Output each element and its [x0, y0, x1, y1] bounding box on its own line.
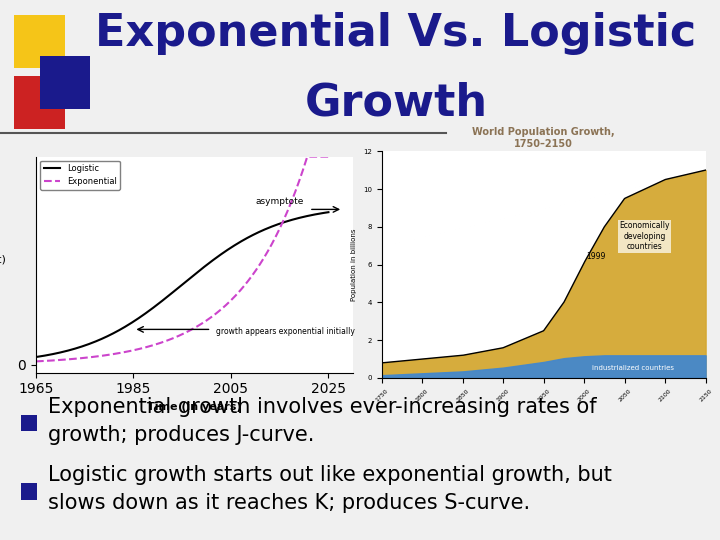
Text: asymptote: asymptote: [256, 197, 304, 206]
Logistic: [204, 260, 213, 266]
Text: industrialized countries: industrialized countries: [592, 364, 674, 370]
Text: Economically
developing
countries: Economically developing countries: [620, 221, 670, 251]
Exponential: [304, 153, 312, 160]
Exponential: [297, 172, 305, 179]
Text: Exponential growth involves ever-increasing rates of
growth; produces J-curve.: Exponential growth involves ever-increas…: [48, 397, 596, 445]
Exponential: [206, 315, 215, 321]
Exponential: [324, 153, 333, 160]
Text: Growth: Growth: [305, 82, 487, 124]
Logistic: [211, 255, 220, 262]
Bar: [22, 483, 37, 500]
Exponential: [32, 358, 40, 365]
Y-axis label: P(t): P(t): [0, 254, 6, 265]
Exponential: [211, 311, 220, 318]
Logistic: [278, 219, 287, 226]
Text: 1999: 1999: [586, 252, 605, 261]
Logistic: [297, 214, 305, 221]
Logistic: [32, 354, 40, 360]
Text: growth appears exponential initially: growth appears exponential initially: [216, 327, 355, 336]
Text: Logistic growth starts out like exponential growth, but
slows down as it reaches: Logistic growth starts out like exponent…: [48, 465, 611, 513]
Title: World Population Growth,
1750–2150: World Population Growth, 1750–2150: [472, 127, 615, 149]
Exponential: [204, 315, 213, 322]
Logistic: [324, 209, 333, 215]
Text: Exponential Vs. Logistic: Exponential Vs. Logistic: [95, 12, 697, 55]
Bar: [22, 415, 37, 431]
Exponential: [278, 219, 287, 226]
Y-axis label: Population in billions: Population in billions: [351, 228, 357, 301]
Legend: Logistic, Exponential: Logistic, Exponential: [40, 161, 120, 190]
Logistic: [206, 259, 215, 266]
Line: Exponential: Exponential: [36, 157, 328, 361]
Bar: [14, 76, 65, 129]
X-axis label: Time (in years): Time (in years): [147, 402, 242, 412]
Bar: [40, 56, 90, 109]
Line: Logistic: Logistic: [36, 212, 328, 357]
Exponential: [32, 358, 41, 365]
Bar: [14, 15, 65, 68]
Logistic: [32, 354, 41, 360]
